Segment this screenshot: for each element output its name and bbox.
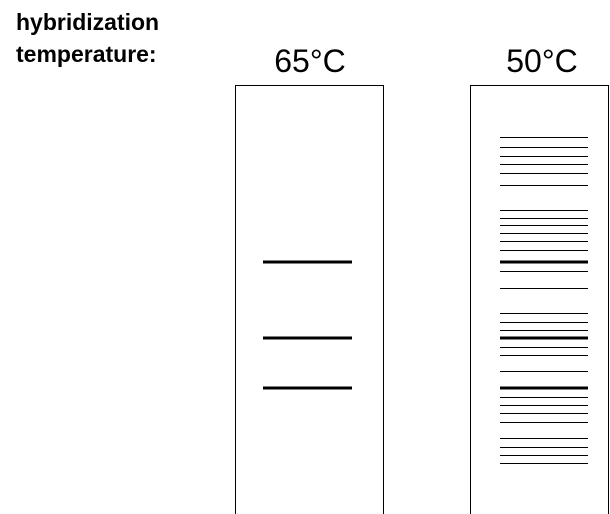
diagram: hybridization temperature: 65°C 50°C	[0, 0, 610, 514]
lane-label: 50°C	[506, 43, 578, 79]
bands	[263, 138, 588, 464]
page: hybridization temperature: 65°C 50°C (()…	[0, 0, 610, 514]
lane-outline	[236, 86, 384, 514]
lane-outline	[471, 86, 609, 514]
lane-label: 65°C	[274, 43, 346, 79]
label-line: hybridization	[16, 9, 159, 35]
label-line: temperature:	[16, 41, 157, 67]
